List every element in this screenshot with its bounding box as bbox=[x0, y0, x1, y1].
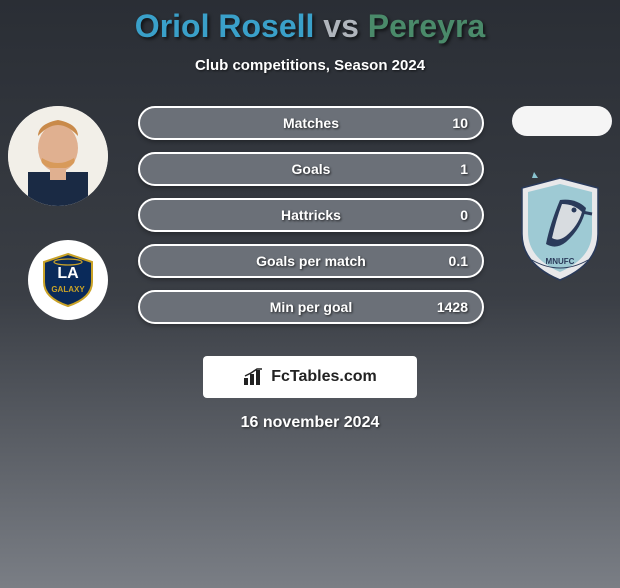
player2-name: Pereyra bbox=[368, 8, 485, 44]
stat-label: Matches bbox=[283, 115, 339, 131]
site-attribution[interactable]: FcTables.com bbox=[203, 356, 417, 398]
stats-area: LA GALAXY MNUFC Matches 10 Goals 1 Hattr… bbox=[0, 106, 620, 346]
team2-logo: MNUFC bbox=[516, 164, 604, 284]
stat-value-right: 0.1 bbox=[449, 253, 468, 269]
stat-label: Goals per match bbox=[256, 253, 366, 269]
stat-bar-matches: Matches 10 bbox=[138, 106, 484, 140]
stat-value-right: 0 bbox=[460, 207, 468, 223]
subtitle: Club competitions, Season 2024 bbox=[0, 57, 620, 74]
stat-value-right: 1 bbox=[460, 161, 468, 177]
svg-text:GALAXY: GALAXY bbox=[51, 285, 85, 294]
svg-text:LA: LA bbox=[57, 265, 79, 282]
stat-bar-hattricks: Hattricks 0 bbox=[138, 198, 484, 232]
bar-chart-icon bbox=[243, 368, 265, 386]
stat-bar-goals-per-match: Goals per match 0.1 bbox=[138, 244, 484, 278]
date: 16 november 2024 bbox=[0, 414, 620, 432]
svg-text:MNUFC: MNUFC bbox=[546, 257, 575, 266]
vs-text: vs bbox=[323, 8, 367, 44]
stat-value-right: 1428 bbox=[437, 299, 468, 315]
page-title: Oriol Rosell vs Pereyra bbox=[0, 8, 620, 45]
site-label: FcTables.com bbox=[271, 368, 377, 386]
stat-bar-goals: Goals 1 bbox=[138, 152, 484, 186]
stat-value-right: 10 bbox=[452, 115, 468, 131]
stat-label: Goals bbox=[292, 161, 331, 177]
stat-bar-min-per-goal: Min per goal 1428 bbox=[138, 290, 484, 324]
stat-bars: Matches 10 Goals 1 Hattricks 0 Goals per… bbox=[138, 106, 484, 336]
player1-name: Oriol Rosell bbox=[135, 8, 315, 44]
player1-avatar bbox=[8, 106, 108, 206]
team1-logo: LA GALAXY bbox=[28, 240, 108, 320]
player2-avatar bbox=[512, 106, 612, 136]
stat-label: Hattricks bbox=[281, 207, 341, 223]
stat-label: Min per goal bbox=[270, 299, 352, 315]
